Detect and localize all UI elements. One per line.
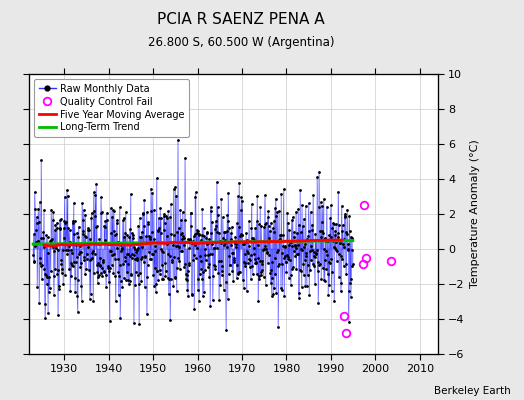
- Legend: Raw Monthly Data, Quality Control Fail, Five Year Moving Average, Long-Term Tren: Raw Monthly Data, Quality Control Fail, …: [34, 79, 189, 137]
- Y-axis label: Temperature Anomaly (°C): Temperature Anomaly (°C): [470, 140, 480, 288]
- Text: 26.800 S, 60.500 W (Argentina): 26.800 S, 60.500 W (Argentina): [148, 36, 334, 49]
- Text: Berkeley Earth: Berkeley Earth: [434, 386, 511, 396]
- Text: PCIA R SAENZ PENA A: PCIA R SAENZ PENA A: [157, 12, 325, 27]
